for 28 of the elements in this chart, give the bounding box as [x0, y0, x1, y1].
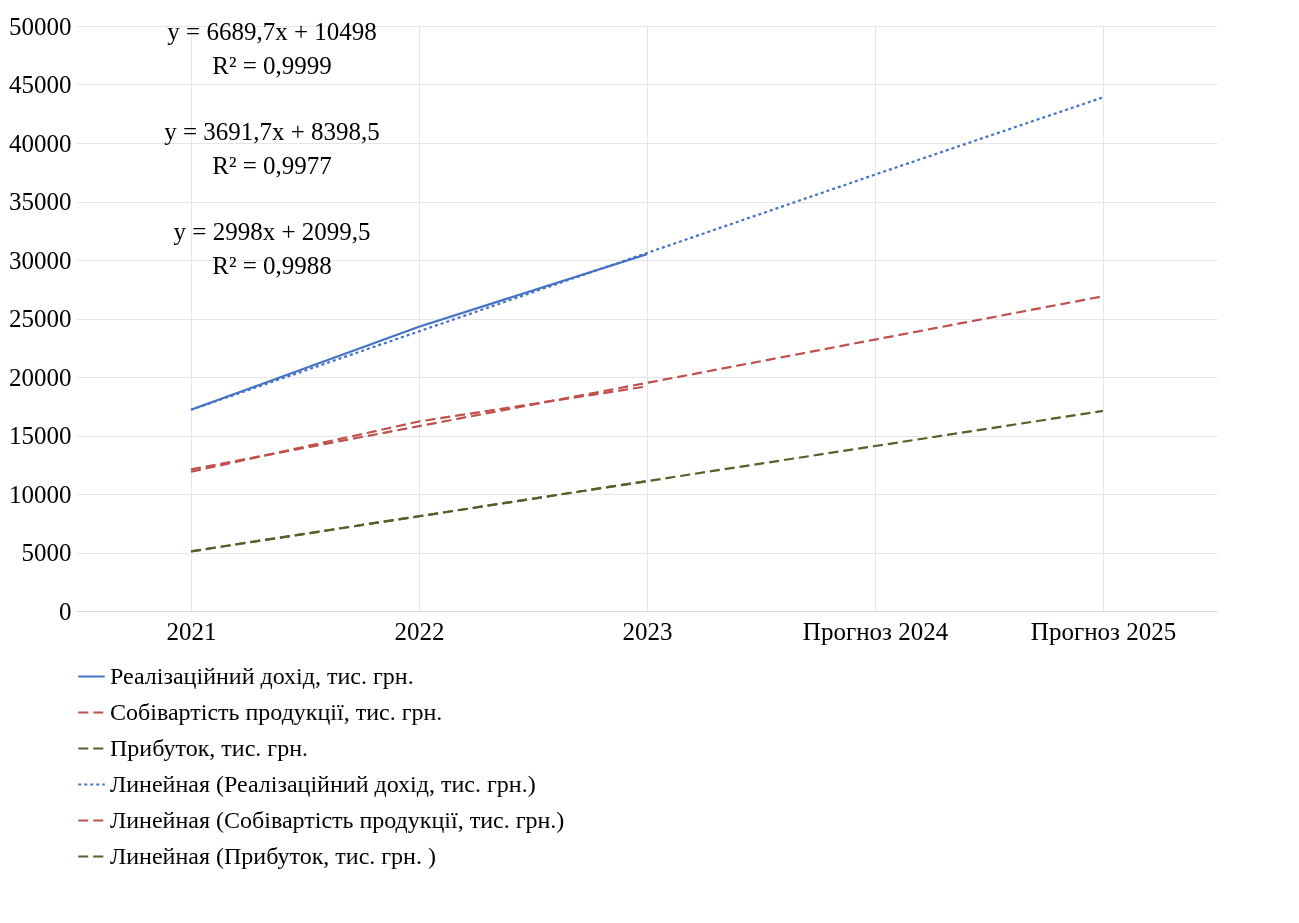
- x-tick-label: 2022: [394, 617, 445, 645]
- y-tick-label: 0: [59, 597, 72, 625]
- annotation: R² = 0,9999: [212, 52, 332, 79]
- y-tick-label: 15000: [9, 422, 72, 449]
- y-tick-label: 10000: [9, 480, 72, 508]
- y-tick-label: 30000: [9, 246, 72, 274]
- legend-label: Линейная (Реалізаційний дохід, тис. грн.): [110, 770, 536, 797]
- x-tick-label: Прогноз 2025: [1030, 617, 1177, 645]
- x-tick-label: Прогноз 2024: [802, 617, 949, 645]
- x-tick-label: 2023: [622, 617, 673, 645]
- y-tick-label: 5000: [21, 539, 72, 566]
- annotation: y = 3691,7x + 8398,5: [164, 118, 380, 145]
- legend-label: Линейная (Собівартість продукції, тис. грн.): [110, 806, 565, 833]
- annotation: y = 2998x + 2099,5: [173, 218, 371, 245]
- annotation: R² = 0,9977: [212, 152, 332, 179]
- y-tick-label: 35000: [9, 188, 72, 215]
- legend-label: Реалізаційний дохід, тис. грн.: [110, 662, 414, 689]
- y-tick-label: 50000: [9, 12, 72, 40]
- x-tick-label: 2021: [166, 617, 217, 645]
- legend-label: Прибуток, тис. грн.: [110, 734, 308, 761]
- legend-label: Собівартість продукції, тис. грн.: [110, 698, 443, 725]
- y-tick-label: 45000: [9, 71, 72, 98]
- legend-label: Линейная (Прибуток, тис. грн. ): [110, 842, 436, 869]
- y-tick-label: 20000: [9, 363, 72, 391]
- annotation: y = 6689,7x + 10498: [167, 18, 377, 45]
- y-tick-label: 25000: [9, 305, 72, 332]
- y-tick-label: 40000: [9, 129, 72, 157]
- annotation: R² = 0,9988: [212, 252, 332, 279]
